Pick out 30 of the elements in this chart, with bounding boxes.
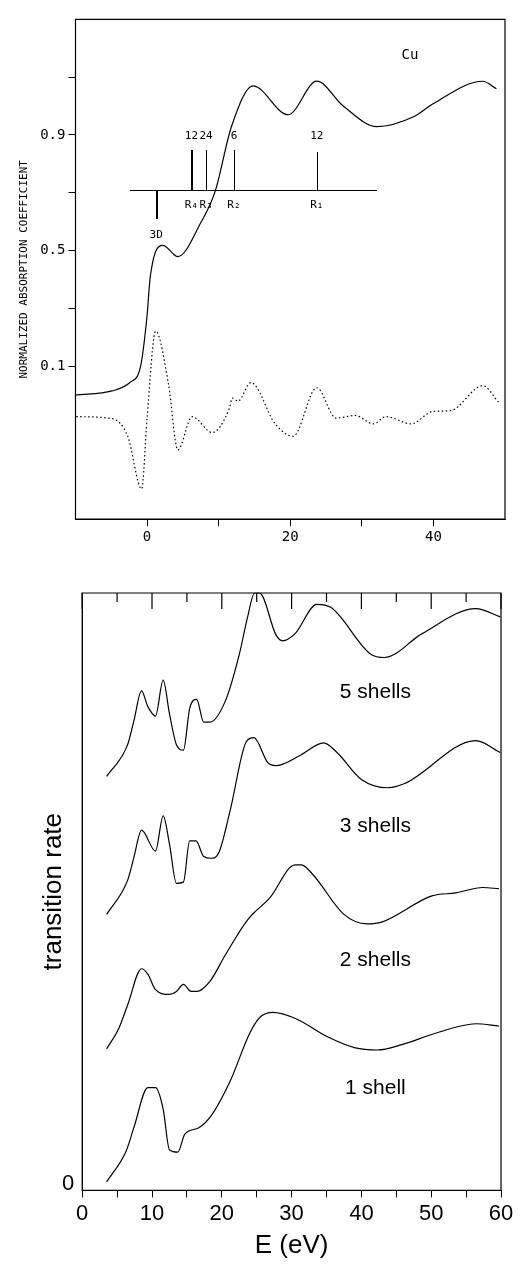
x-tick-label: 20 <box>281 528 299 545</box>
y-tick-label: 0.5 <box>40 241 66 258</box>
y-tick-label: 0.1 <box>40 356 66 373</box>
annotation: 12 <box>310 128 324 142</box>
annotation: 3D <box>149 227 163 241</box>
series-label: 1 shell <box>345 1074 406 1098</box>
x-tick-label: 10 <box>139 1199 165 1225</box>
annotation: 24 <box>199 128 213 142</box>
x-tick-label: 50 <box>418 1199 444 1225</box>
y-axis-title: transition rate <box>36 812 67 971</box>
x-tick-label: 0 <box>142 528 152 545</box>
x-tick-label: 0 <box>76 1199 89 1225</box>
x-tick-label: 40 <box>424 528 442 545</box>
annotation: R₄ <box>184 197 199 211</box>
annotation: 12 <box>184 128 199 142</box>
text: 0 <box>61 1170 75 1196</box>
annotation: 6 <box>230 128 238 142</box>
x-tick-label: 40 <box>349 1199 374 1225</box>
y-axis-title: NORMALIZED ABSORPTION COEFFICIENT <box>17 159 31 379</box>
annotation: R₁ <box>310 197 324 211</box>
annotation: Cu <box>401 46 419 63</box>
y-tick-label: 0.9 <box>40 125 66 142</box>
annotation: R₂ <box>227 197 241 211</box>
series-label: 5 shells <box>339 679 411 703</box>
x-tick-label: 60 <box>488 1199 514 1225</box>
x-tick-label: 30 <box>279 1199 304 1225</box>
series-label: 2 shells <box>339 946 411 970</box>
x-tick-label: 20 <box>209 1199 235 1225</box>
series-label: 3 shells <box>339 812 411 836</box>
x-axis-title: E (eV) <box>254 1228 329 1259</box>
